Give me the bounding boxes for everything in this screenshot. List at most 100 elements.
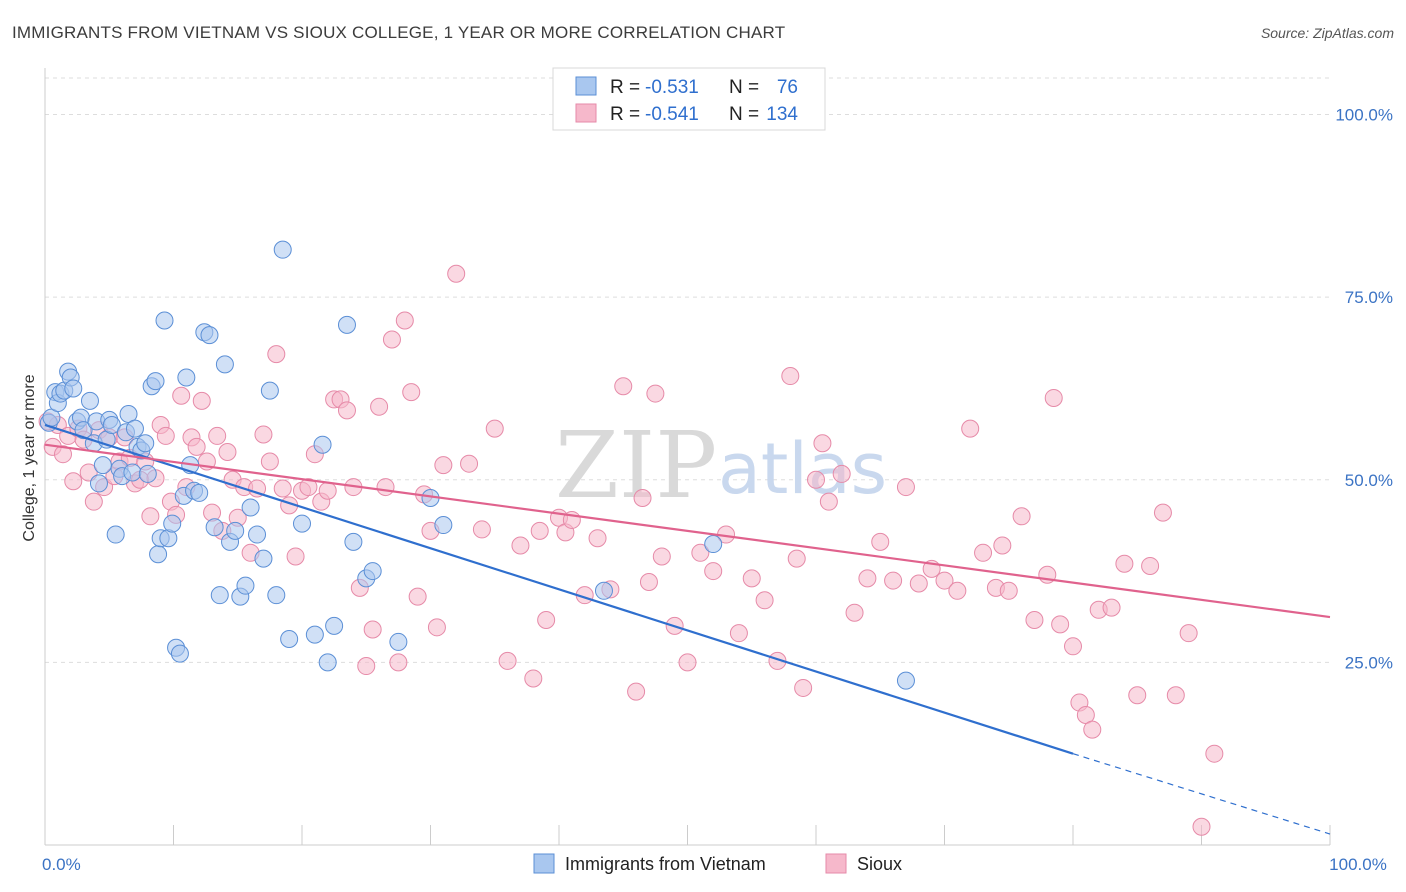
sioux-point-75 xyxy=(511,536,530,555)
vietnam-point-47 xyxy=(205,518,224,537)
sioux-trend-line xyxy=(44,443,1331,619)
x-tick-label-1: 100.0% xyxy=(1329,855,1387,874)
stats-legend: R = -0.531 N = 76 R = -0.541 N = 134 xyxy=(552,67,826,131)
sioux-point-134 xyxy=(1141,556,1160,575)
sioux-point-86 xyxy=(627,682,646,701)
vietnam-point-51 xyxy=(226,521,245,540)
sioux-point-29 xyxy=(187,437,206,456)
sioux-point-102 xyxy=(794,678,813,697)
sioux-point-46 xyxy=(286,547,305,566)
sioux-point-139 xyxy=(1205,744,1224,763)
sioux-point-41 xyxy=(254,425,273,444)
sioux-point-65 xyxy=(408,587,427,606)
sioux-point-68 xyxy=(427,618,446,637)
sioux-point-35 xyxy=(218,443,237,462)
sioux-point-44 xyxy=(273,479,292,498)
vietnam-point-69 xyxy=(363,562,382,581)
sioux-point-26 xyxy=(172,386,191,405)
vietnam-point-48 xyxy=(210,586,229,605)
vietnam-point-20 xyxy=(106,525,125,544)
sioux-point-105 xyxy=(819,492,838,511)
sioux-point-70 xyxy=(447,264,466,283)
sioux-point-97 xyxy=(742,569,761,588)
sioux-point-96 xyxy=(729,624,748,643)
sioux-point-111 xyxy=(896,478,915,497)
sioux-point-135 xyxy=(1153,503,1172,522)
vietnam-point-25 xyxy=(123,463,142,482)
sioux-point-3 xyxy=(53,445,72,464)
sioux-point-74 xyxy=(498,651,517,670)
sioux-point-94 xyxy=(704,562,723,581)
sioux-point-92 xyxy=(678,653,697,672)
sioux-point-110 xyxy=(884,571,903,590)
vietnam-trend-line xyxy=(44,423,1074,755)
sioux-point-33 xyxy=(208,426,227,445)
sioux-point-57 xyxy=(357,657,376,676)
sioux-point-20 xyxy=(141,507,160,526)
vietnam-point-37 xyxy=(163,514,182,533)
sioux-point-126 xyxy=(1064,637,1082,656)
sioux-point-124 xyxy=(1044,388,1063,407)
vietnam-point-49 xyxy=(215,355,234,374)
sioux-point-132 xyxy=(1115,554,1134,573)
vietnam-point-16 xyxy=(93,456,112,475)
sioux-point-115 xyxy=(948,581,967,600)
sioux-point-88 xyxy=(639,573,658,592)
sioux-point-59 xyxy=(370,397,389,416)
watermark-atlas: atlas xyxy=(718,428,887,510)
sioux-points xyxy=(38,264,1224,836)
sioux-point-136 xyxy=(1166,686,1185,705)
y-tick-label-1: 50.0% xyxy=(1345,471,1393,490)
series-legend: Immigrants from Vietnam Sioux xyxy=(533,853,902,874)
sioux-point-71 xyxy=(460,454,479,473)
sioux-point-106 xyxy=(832,464,851,483)
sioux-point-76 xyxy=(524,669,543,688)
sioux-legend-label: Sioux xyxy=(857,854,902,874)
sioux-point-42 xyxy=(260,452,279,471)
sioux-point-69 xyxy=(434,456,453,475)
y-axis-label: College, 1 year or more xyxy=(21,374,38,541)
vietnam-point-60 xyxy=(280,630,299,649)
sioux-point-129 xyxy=(1083,720,1102,739)
vietnam-point-8 xyxy=(64,379,83,398)
sioux-point-51 xyxy=(318,481,337,500)
legend-n-value-vietnam: 76 xyxy=(777,77,798,98)
vietnam-point-75 xyxy=(896,671,915,690)
vietnam-point-39 xyxy=(170,644,189,663)
sioux-point-131 xyxy=(1102,598,1121,617)
legend-n-label-vietnam: N = xyxy=(729,77,759,98)
sioux-point-112 xyxy=(909,574,928,593)
sioux-point-137 xyxy=(1179,624,1198,643)
legend-r-label-sioux: R = xyxy=(610,104,640,125)
sioux-point-93 xyxy=(691,543,710,562)
vietnam-point-67 xyxy=(344,532,363,551)
vietnam-point-30 xyxy=(138,464,157,483)
legend-r-label-vietnam: R = xyxy=(610,77,640,98)
sioux-point-83 xyxy=(588,529,607,548)
x-tick-labels: 0.0% 100.0% xyxy=(42,855,1387,874)
sioux-legend-swatch xyxy=(575,103,597,123)
sioux-point-116 xyxy=(961,419,980,438)
sioux-point-114 xyxy=(935,571,954,590)
sioux-point-98 xyxy=(755,591,774,610)
sioux-point-61 xyxy=(382,330,401,349)
chart-title: IMMIGRANTS FROM VIETNAM VS SIOUX COLLEGE… xyxy=(12,23,785,42)
sioux-point-87 xyxy=(633,489,652,508)
y-tick-label-2: 75.0% xyxy=(1345,288,1393,307)
legend-r-value-vietnam: -0.531 xyxy=(645,77,699,98)
y-tick-label-3: 100.0% xyxy=(1335,106,1393,125)
vietnam-point-54 xyxy=(241,498,260,517)
sioux-point-109 xyxy=(871,532,890,551)
sioux-point-85 xyxy=(614,377,633,396)
vietnam-legend-swatch xyxy=(575,76,597,96)
vietnam-point-72 xyxy=(434,516,453,535)
vietnam-point-63 xyxy=(313,435,332,454)
sioux-point-107 xyxy=(845,603,864,622)
vietnam-point-55 xyxy=(248,525,267,544)
vietnam-point-41 xyxy=(177,368,196,387)
vietnam-point-73 xyxy=(594,581,613,600)
y-tick-label-0: 25.0% xyxy=(1345,653,1393,672)
legend-n-label-sioux: N = xyxy=(729,104,759,125)
vietnam-point-56 xyxy=(254,549,273,568)
vietnam-point-33 xyxy=(149,545,168,564)
